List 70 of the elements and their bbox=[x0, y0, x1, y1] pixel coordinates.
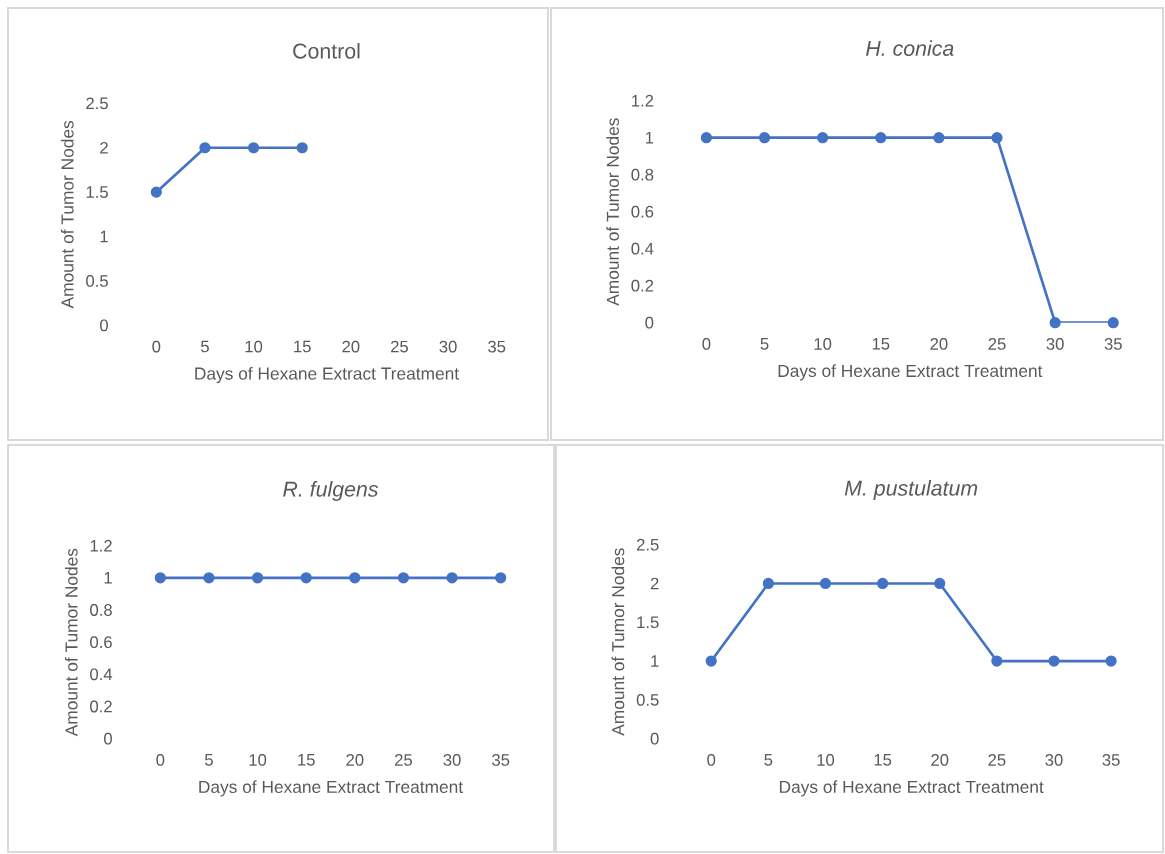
x-tick-label: 5 bbox=[764, 754, 773, 766]
y-tick-label: 0.5 bbox=[86, 275, 108, 287]
y-axis-title: Amount of Tumor Nodes bbox=[60, 120, 74, 309]
y-tick-label: 0.8 bbox=[631, 168, 654, 181]
y-tick-label: 0 bbox=[645, 316, 654, 329]
y-axis-title: Amount of Tumor Nodes bbox=[606, 118, 619, 306]
x-axis-title: Days of Hexane Extract Treatment bbox=[195, 367, 459, 384]
x-tick-label: 15 bbox=[872, 338, 890, 350]
y-tick-label: 0 bbox=[650, 732, 659, 745]
x-axis-title: Days of Hexane Extract Treatment bbox=[779, 780, 1044, 797]
y-tick-label: 0 bbox=[100, 319, 108, 332]
x-tick-label: 15 bbox=[874, 754, 892, 766]
x-tick-label: 30 bbox=[1045, 754, 1063, 766]
y-tick-label: 1.5 bbox=[637, 616, 659, 629]
x-tick-label: 15 bbox=[294, 340, 311, 353]
x-tick-label: 0 bbox=[156, 754, 165, 766]
y-axis-title: Amount of Tumor Nodes bbox=[611, 548, 625, 736]
x-tick-label: 30 bbox=[439, 340, 457, 353]
x-tick-label: 0 bbox=[152, 340, 161, 353]
y-tick-label: 1 bbox=[645, 131, 654, 144]
x-tick-label: 20 bbox=[930, 338, 948, 350]
x-tick-label: 0 bbox=[707, 754, 716, 766]
y-tick-label: 0.6 bbox=[631, 205, 654, 218]
x-axis-title: Days of Hexane Extract Treatment bbox=[778, 364, 1043, 381]
x-tick-label: 5 bbox=[200, 340, 209, 353]
x-tick-label: 35 bbox=[1102, 754, 1120, 766]
x-tick-label: 35 bbox=[488, 340, 506, 353]
x-tick-label: 10 bbox=[245, 340, 263, 353]
y-tick-label: 1 bbox=[651, 655, 659, 667]
x-tick-label: 0 bbox=[702, 338, 711, 350]
y-tick-label: 0.8 bbox=[90, 604, 112, 616]
chart-title: R. fulgens bbox=[283, 481, 379, 501]
x-tick-label: 20 bbox=[342, 340, 360, 353]
x-tick-label: 25 bbox=[391, 340, 409, 353]
x-tick-label: 20 bbox=[931, 754, 949, 766]
y-tick-label: 0.5 bbox=[636, 693, 659, 706]
y-tick-label: 0.4 bbox=[631, 242, 654, 255]
x-tick-label: 20 bbox=[346, 754, 364, 766]
y-tick-label: 2.5 bbox=[86, 97, 108, 110]
y-tick-label: 0.2 bbox=[631, 279, 654, 292]
x-tick-label: 30 bbox=[1046, 338, 1064, 350]
y-tick-label: 1.2 bbox=[632, 94, 654, 107]
x-tick-label: 30 bbox=[443, 754, 461, 766]
y-tick-label: 1 bbox=[104, 572, 112, 584]
y-tick-label: 0 bbox=[104, 732, 112, 745]
x-tick-label: 15 bbox=[298, 754, 315, 766]
x-tick-label: 5 bbox=[760, 338, 769, 350]
x-tick-label: 25 bbox=[988, 338, 1006, 350]
chart-title: Control bbox=[293, 42, 360, 59]
y-tick-label: 1.2 bbox=[90, 539, 112, 552]
y-tick-label: 1 bbox=[100, 230, 108, 243]
x-axis-title: Days of Hexane Extract Treatment bbox=[199, 780, 463, 797]
x-tick-label: 10 bbox=[817, 754, 835, 766]
chart-title: H. conica bbox=[866, 40, 954, 56]
x-tick-label: 10 bbox=[814, 338, 832, 350]
y-axis-title: Amount of Tumor Nodes bbox=[64, 548, 78, 737]
y-tick-label: 0.6 bbox=[90, 636, 112, 649]
y-tick-label: 0.2 bbox=[90, 700, 112, 713]
x-tick-label: 35 bbox=[492, 754, 510, 766]
y-tick-label: 2 bbox=[650, 577, 659, 590]
chart-title: M. pustulatum bbox=[844, 480, 978, 500]
y-tick-label: 2.5 bbox=[636, 538, 659, 551]
x-tick-label: 25 bbox=[988, 754, 1006, 766]
y-tick-label: 2 bbox=[100, 141, 108, 154]
x-tick-label: 25 bbox=[395, 754, 413, 766]
x-tick-label: 10 bbox=[249, 754, 267, 766]
y-tick-label: 1.5 bbox=[86, 186, 108, 198]
x-tick-label: 35 bbox=[1104, 338, 1122, 350]
y-tick-label: 0.4 bbox=[90, 668, 113, 681]
x-tick-label: 5 bbox=[204, 754, 213, 766]
